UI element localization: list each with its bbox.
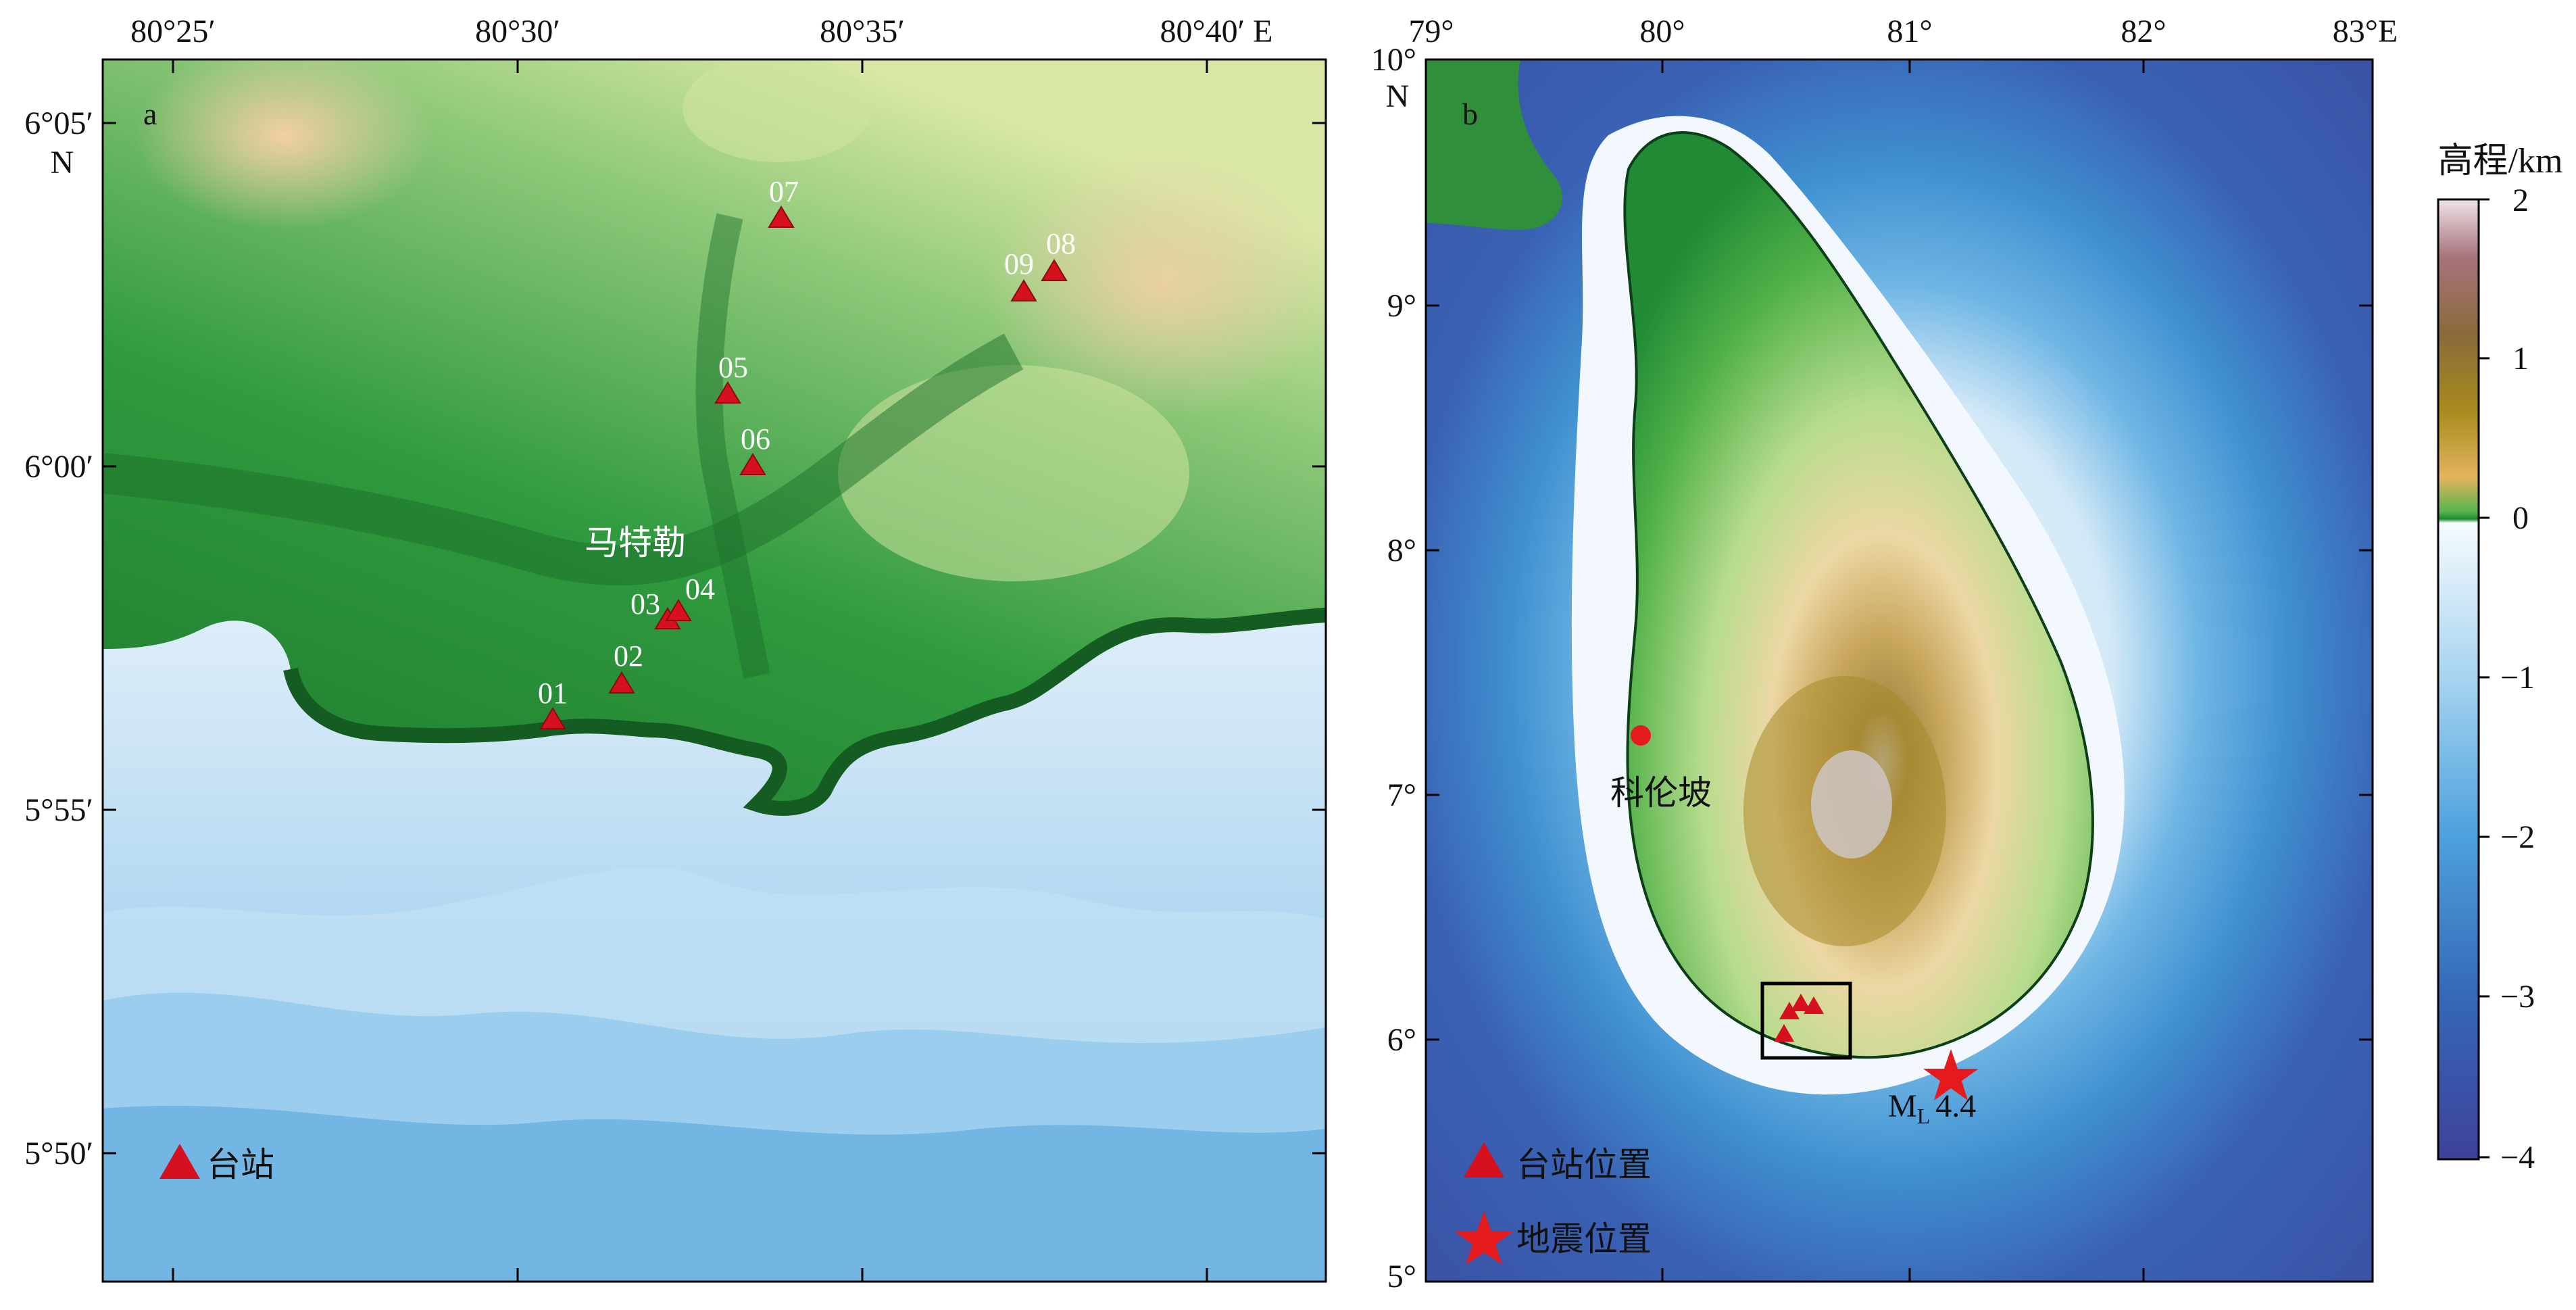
colorbar-tick-label: −1 <box>2500 660 2535 696</box>
colorbar-tick-label: −3 <box>2500 979 2535 1015</box>
legend-station-label: 台站 <box>207 1146 274 1184</box>
station-labels: 01 02 03 04 05 06 07 08 09 <box>538 175 1076 710</box>
station-marker <box>768 205 795 228</box>
panel-tag: a <box>143 97 157 131</box>
colorbar-tick-label: 2 <box>2512 183 2529 218</box>
y-tick-label: 5°50′ <box>24 1136 93 1171</box>
y-tick-label: 9° <box>1387 288 1416 324</box>
colorbar-tick-labels: 2 1 0 −1 −2 −3 −4 <box>2500 183 2535 1175</box>
panel-b-map <box>1426 59 2373 1282</box>
station-label: 06 <box>741 422 770 456</box>
highland-patch <box>838 365 1189 581</box>
highest-peaks <box>1811 750 1892 858</box>
x-tick-label: 80°40′ E <box>1160 14 1272 49</box>
panel-a-frame <box>101 58 1327 1283</box>
station-marker <box>1774 1024 1794 1042</box>
colorbar: 高程/km 2 1 0 −1 −2 −3 −4 <box>2437 142 2563 1175</box>
panel-b-ticks <box>1426 59 2373 1282</box>
y-tick-label: 6° <box>1387 1022 1416 1058</box>
indian-coast <box>1426 59 1562 230</box>
y-tick-label: 8° <box>1387 533 1416 568</box>
station-label: 04 <box>685 573 715 606</box>
stations <box>539 205 1068 729</box>
legend-station-icon <box>1464 1142 1504 1178</box>
y-tick-label: 5°55′ <box>24 792 93 828</box>
y-tick-label: 10° <box>1371 42 1416 78</box>
panel-a-ticks <box>103 59 1326 1282</box>
station-label: 09 <box>1004 247 1034 281</box>
sri-lanka-island <box>1623 131 2094 1059</box>
station-label: 01 <box>538 677 568 710</box>
x-tick-label: 82° <box>2121 14 2166 49</box>
legend-station-label: 台站位置 <box>1516 1146 1652 1184</box>
station-marker <box>608 671 635 694</box>
highland-patch <box>135 59 432 230</box>
x-tick-label: 83°E <box>2333 14 2398 49</box>
station-label: 02 <box>614 639 643 673</box>
highland-patch <box>987 149 1326 419</box>
legend-quake-label: 地震位置 <box>1516 1220 1652 1258</box>
y-tick-label: 6°00′ <box>24 449 93 485</box>
colombo-marker <box>1631 725 1651 746</box>
colorbar-tick-label: 0 <box>2512 500 2529 536</box>
colorbar-gradient <box>2437 198 2480 1161</box>
magnitude-subscript: L <box>1917 1104 1931 1128</box>
panel-a: 80°25′ 80°30′ 80°35′ 80°40′ E 6°05′ N 6°… <box>24 14 1327 1283</box>
highland-patch <box>683 59 872 162</box>
bathymetry-band <box>103 1105 1326 1282</box>
magnitude-type: M <box>1888 1088 1917 1124</box>
coastline <box>283 608 1326 816</box>
station-label: 05 <box>718 351 748 384</box>
legend-station-icon <box>159 1144 200 1179</box>
x-tick-label: 79° <box>1408 14 1454 49</box>
station-marker <box>1010 279 1037 301</box>
colorbar-ticks <box>2479 198 2490 1159</box>
x-tick-label: 80°35′ <box>820 14 905 49</box>
x-tick-label: 80°25′ <box>130 14 216 49</box>
earthquake-marker <box>1923 1049 1979 1100</box>
y-tick-label: 6°05′ <box>24 105 93 141</box>
y-hemisphere-label: N <box>51 145 74 180</box>
panel-tag: b <box>1462 97 1478 131</box>
station-marker <box>714 381 741 404</box>
y-tick-label: 7° <box>1387 777 1416 813</box>
station-marker <box>1791 994 1811 1011</box>
station-marker <box>1779 1002 1800 1019</box>
station-label: 08 <box>1046 227 1076 260</box>
station-marker <box>539 707 566 729</box>
x-tick-label: 80° <box>1639 14 1685 49</box>
study-area-box <box>1760 981 1852 1060</box>
colorbar-title: 高程/km <box>2438 142 2563 180</box>
river-valley <box>103 333 1024 586</box>
station-marker <box>1804 996 1824 1014</box>
station-label: 03 <box>630 587 660 621</box>
stations-cluster <box>1774 994 1824 1042</box>
legend-quake-icon <box>1455 1211 1513 1265</box>
town-label: 马特勒 <box>585 524 686 562</box>
y-tick-label: 5° <box>1387 1259 1416 1294</box>
x-tick-label: 80°30′ <box>475 14 560 49</box>
station-marker <box>1041 259 1068 281</box>
magnitude-value: 4.4 <box>1935 1088 1976 1124</box>
panel-b: 79° 80° 81° 82° 83°E 10° N 9° 8° 7° 6° 5… <box>1371 14 2398 1294</box>
earthquake-label: ML 4.4 <box>1888 1088 1976 1128</box>
station-marker <box>739 453 766 475</box>
panel-a-map <box>103 59 1326 1282</box>
colorbar-tick-label: 1 <box>2512 341 2529 377</box>
x-tick-label: 81° <box>1887 14 1932 49</box>
colorbar-tick-label: −2 <box>2500 819 2535 855</box>
station-label: 07 <box>769 175 799 208</box>
colorbar-tick-label: −4 <box>2500 1140 2535 1175</box>
river-valley <box>695 213 770 679</box>
panel-b-frame <box>1425 58 2374 1283</box>
station-marker <box>665 599 692 621</box>
city-label: 科伦坡 <box>1610 774 1712 812</box>
y-hemisphere-label: N <box>1386 78 1410 114</box>
